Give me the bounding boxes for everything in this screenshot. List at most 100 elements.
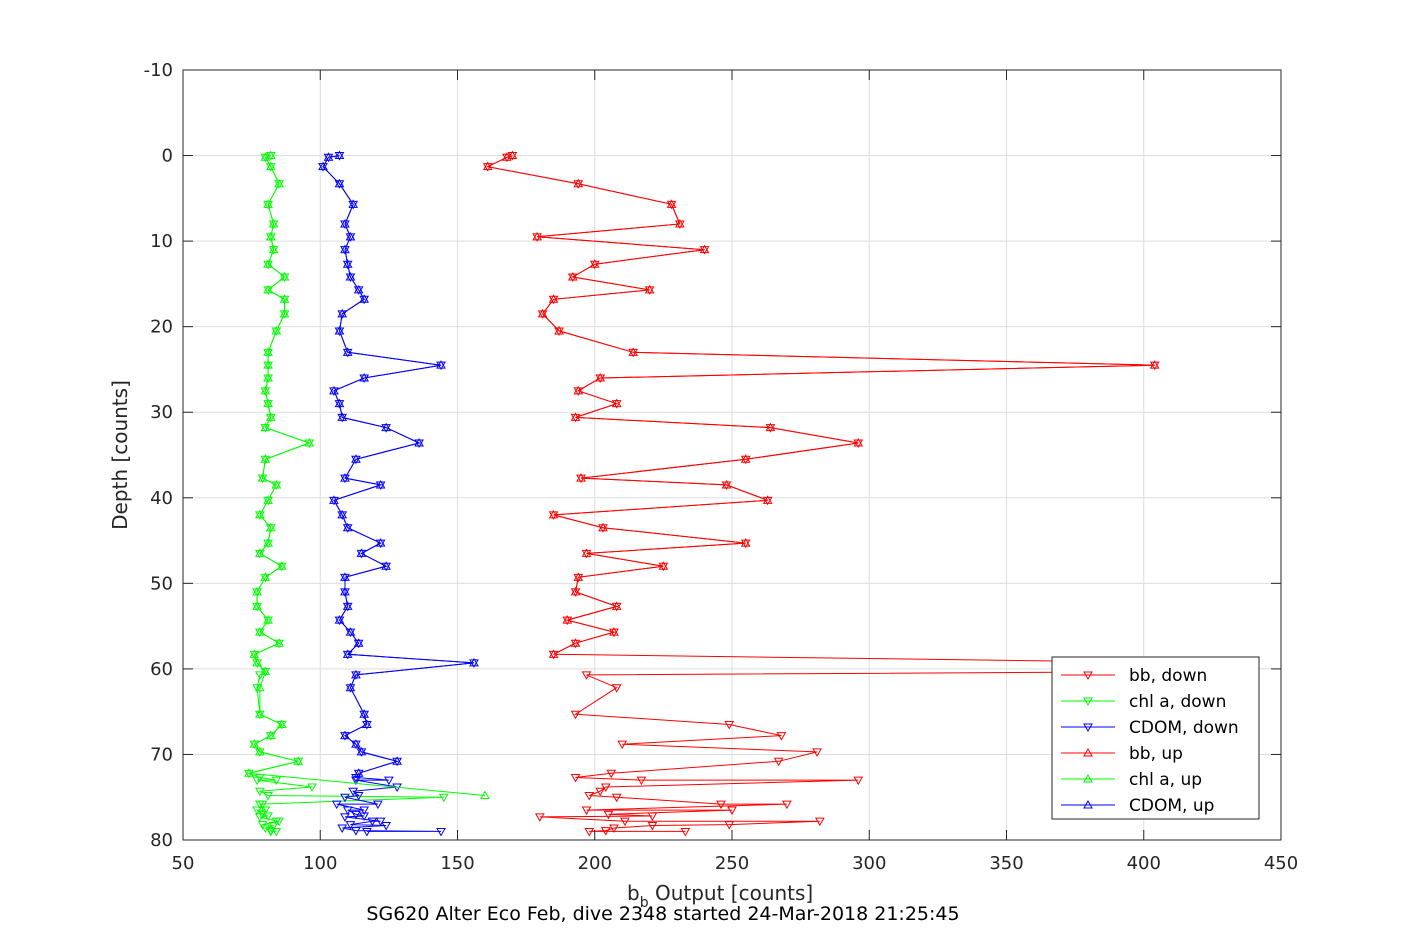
data-point xyxy=(342,806,353,816)
data-point xyxy=(699,244,710,254)
data-point xyxy=(373,800,383,810)
data-point xyxy=(414,438,424,447)
data-point xyxy=(337,412,348,421)
x-tick-label: 50 xyxy=(172,853,195,874)
data-point xyxy=(340,218,350,228)
data-point xyxy=(254,787,265,797)
data-point xyxy=(584,792,595,801)
legend-swatch-marker xyxy=(1083,671,1093,681)
x-tick-label: 100 xyxy=(303,853,337,874)
data-point xyxy=(260,454,271,463)
y-tick-label: -10 xyxy=(144,60,173,81)
data-point xyxy=(348,787,359,797)
legend: bb, down chl a, down CDOM, down bb, up chl a… xyxy=(1051,656,1260,820)
data-point xyxy=(727,806,737,816)
data-point xyxy=(773,757,784,767)
data-point xyxy=(268,218,279,228)
data-point xyxy=(581,671,592,680)
data-point xyxy=(265,412,276,421)
data-point xyxy=(252,657,262,667)
data-point xyxy=(252,806,262,816)
data-point xyxy=(304,438,315,447)
series-line xyxy=(248,155,486,796)
x-tick-label: 400 xyxy=(1127,853,1161,874)
x-tick-label: 350 xyxy=(989,853,1023,874)
data-point xyxy=(375,817,386,827)
data-point xyxy=(595,787,606,797)
data-point xyxy=(334,178,345,188)
data-point xyxy=(254,671,265,680)
data-point xyxy=(265,522,276,532)
data-point xyxy=(351,827,361,836)
data-point xyxy=(674,218,685,228)
legend-label: CDOM, down xyxy=(1129,718,1239,738)
data-point xyxy=(263,538,273,547)
data-point xyxy=(603,810,614,820)
data-point xyxy=(318,161,328,171)
data-point xyxy=(362,719,372,728)
data-point xyxy=(628,347,639,356)
data-point xyxy=(337,308,348,318)
data-point xyxy=(274,817,284,827)
chart-caption: SG620 Alter Eco Feb, dive 2348 started 2… xyxy=(366,903,960,925)
data-point xyxy=(345,272,356,281)
data-point xyxy=(359,372,370,382)
data-point xyxy=(598,522,608,532)
data-point xyxy=(340,586,350,596)
data-point xyxy=(658,561,669,570)
data-point xyxy=(265,730,276,740)
data-point xyxy=(334,398,345,408)
x-tick-label: 450 xyxy=(1264,853,1298,874)
legend-box xyxy=(1051,656,1260,820)
series-line xyxy=(486,155,1155,655)
data-point xyxy=(263,792,273,801)
data-point xyxy=(263,372,273,382)
legend-label: bb, up xyxy=(1129,744,1183,764)
data-point xyxy=(436,827,446,837)
x-tick-label: 150 xyxy=(440,853,474,874)
data-point xyxy=(331,800,342,810)
data-point xyxy=(353,768,364,777)
legend-entry: CDOM, up xyxy=(1061,796,1214,816)
x-axis-label-subscript: b xyxy=(640,895,649,911)
data-point xyxy=(263,199,273,208)
data-point xyxy=(765,422,776,432)
y-tick-label: 0 xyxy=(162,146,173,167)
data-point xyxy=(345,627,356,636)
data-point xyxy=(814,817,825,827)
data-point xyxy=(342,522,353,532)
data-point xyxy=(620,817,630,827)
data-point xyxy=(351,810,361,820)
data-point xyxy=(570,412,581,421)
data-point xyxy=(573,572,584,581)
data-point xyxy=(359,709,370,718)
data-point xyxy=(279,294,290,303)
data-point xyxy=(265,827,276,837)
data-point xyxy=(721,479,732,489)
data-point xyxy=(532,231,542,241)
data-point xyxy=(666,199,677,208)
legend-label: chl a, up xyxy=(1129,770,1202,790)
data-series xyxy=(244,150,1204,837)
data-point xyxy=(351,669,361,679)
data-point xyxy=(581,806,592,816)
data-point xyxy=(362,827,372,837)
data-point xyxy=(611,793,622,803)
legend-entry: bb, up xyxy=(1061,744,1183,764)
data-point xyxy=(469,657,479,667)
legend-entry: bb, down xyxy=(1061,666,1207,686)
legend-label: CDOM, up xyxy=(1129,796,1214,816)
data-point xyxy=(595,372,606,382)
legend-swatch-marker xyxy=(1083,723,1093,733)
data-point xyxy=(351,776,361,786)
data-point xyxy=(359,806,370,816)
data-point xyxy=(367,817,378,827)
data-point xyxy=(254,709,265,718)
data-point xyxy=(340,473,350,482)
data-point xyxy=(644,284,655,294)
data-point xyxy=(381,821,391,831)
data-point xyxy=(340,813,350,822)
data-point xyxy=(548,649,559,658)
data-point xyxy=(254,682,265,692)
data-point xyxy=(740,538,751,547)
